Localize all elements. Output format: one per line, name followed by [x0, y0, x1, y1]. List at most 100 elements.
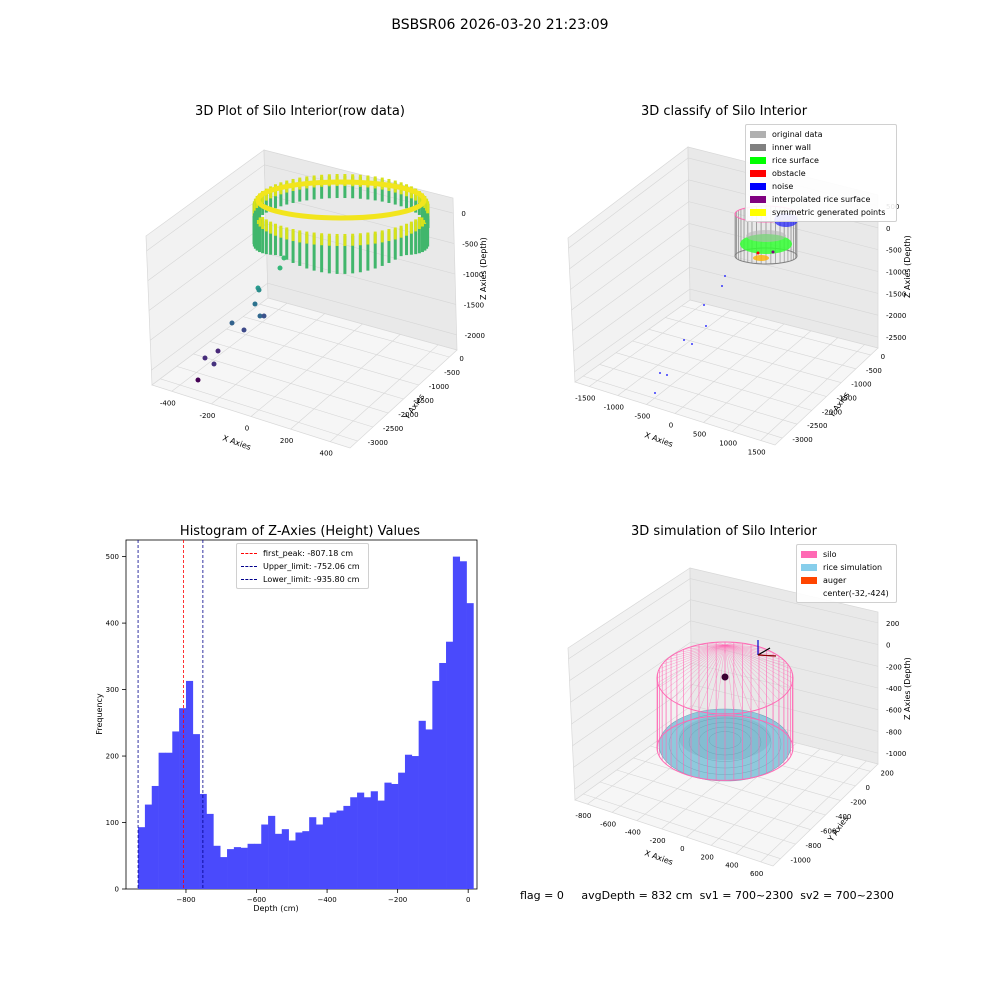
- histogram-bar: [336, 810, 344, 889]
- status-line: flag = 0 avgDepth = 832 cm sv1 = 700~230…: [520, 889, 894, 902]
- histogram-bar: [227, 849, 235, 889]
- legend-entry: original data: [750, 128, 892, 141]
- z-tick-label: 0: [886, 642, 890, 650]
- legend-entry: Upper_limit: -752.06 cm: [241, 560, 364, 573]
- interpolated-point: [771, 250, 775, 254]
- silo-roof-wire: [715, 644, 726, 714]
- histogram-bar: [165, 752, 173, 889]
- y-gridline: [599, 781, 796, 845]
- x-tick-label: -200: [650, 837, 666, 845]
- obstacle-point: [756, 251, 760, 255]
- silo-roof-wire: [662, 644, 726, 665]
- avg-depth-text: avgDepth = 832 cm: [581, 889, 693, 902]
- y-gridline: [633, 757, 826, 816]
- triad-y: [757, 654, 777, 657]
- noise-point: [724, 275, 726, 277]
- histogram-bar: [425, 729, 433, 889]
- y-tick-label: -2500: [807, 422, 827, 430]
- raw-scatter-point: [277, 265, 283, 271]
- z-gridline: [571, 641, 879, 725]
- noise-point: [683, 339, 685, 341]
- z-tick-label: -800: [886, 728, 902, 736]
- x-tick-label: 500: [693, 431, 706, 439]
- z-tick-label: -500: [462, 241, 478, 249]
- x-tick-label: 400: [725, 862, 738, 870]
- legend-entry: rice surface: [750, 154, 892, 167]
- raw-scatter-point: [257, 313, 263, 319]
- silo-roof-wire: [676, 644, 726, 704]
- histogram-bar: [452, 556, 461, 889]
- histogram-bar: [322, 817, 330, 889]
- histogram-title: Histogram of Z-Axies (Height) Values: [179, 524, 421, 539]
- z-tick-label: 0: [461, 210, 465, 218]
- z-gridline: [574, 288, 879, 372]
- simulation-3d-axes: -800 -600 -400 -200 0 200 400 600 200 0 -200 -400 -6…: [567, 567, 906, 878]
- raw-scatter-point: [252, 301, 258, 307]
- legend-label: rice surface: [772, 156, 819, 165]
- histogram-bar: [459, 561, 467, 889]
- y-tick-label: -400: [836, 813, 852, 821]
- y-tick-label: -1500: [837, 395, 857, 403]
- histogram-bar: [281, 829, 289, 889]
- triad-x: [757, 647, 771, 656]
- z-tick-label: 0: [886, 225, 890, 233]
- silo-roof-wire: [724, 644, 788, 665]
- histogram-bar: [220, 857, 228, 889]
- y-gridline: [599, 364, 798, 425]
- x-tick-label: −400: [317, 896, 336, 904]
- silo-roof-wire: [690, 644, 726, 710]
- y-tick-label: 0: [115, 886, 119, 894]
- legend-label: auger: [823, 576, 847, 585]
- z-gridline: [568, 578, 879, 660]
- histogram-bar: [144, 804, 153, 889]
- histogram-bar: [384, 782, 392, 889]
- z-tick-label: -400: [886, 685, 902, 693]
- histogram-bar: [370, 791, 378, 889]
- silo-roof-wire: [659, 644, 726, 669]
- legend-swatch: [750, 196, 766, 203]
- silo-roof-wire: [683, 644, 726, 650]
- legend-swatch: [750, 131, 766, 138]
- silo-roof-wire: [724, 644, 767, 707]
- legend-entry: noise: [750, 180, 892, 193]
- legend-label: inner wall: [772, 143, 812, 152]
- x-tick-label: −800: [176, 896, 195, 904]
- raw-plot-title: 3D Plot of Silo Interior(row data): [195, 104, 405, 119]
- y-tick-label: 400: [106, 620, 119, 628]
- y-gridline: [665, 317, 857, 370]
- y-gridline: [648, 328, 842, 383]
- y-tick-label: -500: [444, 369, 460, 377]
- legend-swatch: [801, 577, 817, 584]
- y-tick-label: 0: [866, 784, 870, 792]
- histogram-bar: [240, 847, 248, 889]
- z-tick-label: -1500: [464, 301, 484, 309]
- x-tick-label: 0: [680, 845, 684, 853]
- histogram-bar: [343, 805, 351, 889]
- x-tick-label: -400: [160, 399, 176, 407]
- noise-point: [654, 392, 656, 394]
- noise-point: [721, 285, 723, 287]
- legend-entry: symmetric generated points: [750, 206, 892, 219]
- y-tick-label: -200: [851, 798, 867, 806]
- silo-bottom-ring: [656, 715, 794, 781]
- x-tick-label: 400: [320, 450, 333, 458]
- histogram-bar: [192, 734, 200, 889]
- histogram-bar: [309, 817, 317, 889]
- x-tick-label: 1000: [719, 440, 737, 448]
- raw-scatter-point: [195, 377, 201, 383]
- histogram-bar: [261, 824, 269, 889]
- flag-text: flag = 0: [520, 889, 564, 902]
- x-tick-label: -500: [634, 413, 650, 421]
- raw-scatter-point: [241, 327, 247, 333]
- legend-entry: inner wall: [750, 141, 892, 154]
- raw-scatter-point: [256, 287, 262, 293]
- z-gridline: [569, 599, 879, 681]
- y-tick-label: 200: [881, 769, 894, 777]
- histogram-bar: [315, 824, 324, 889]
- z-gridline: [572, 245, 879, 331]
- z-tick-label: -2000: [886, 312, 906, 320]
- histogram-bar: [268, 815, 276, 889]
- histogram-bar: [295, 832, 303, 889]
- noise-point: [703, 304, 705, 306]
- silo-roof-wire: [683, 644, 726, 707]
